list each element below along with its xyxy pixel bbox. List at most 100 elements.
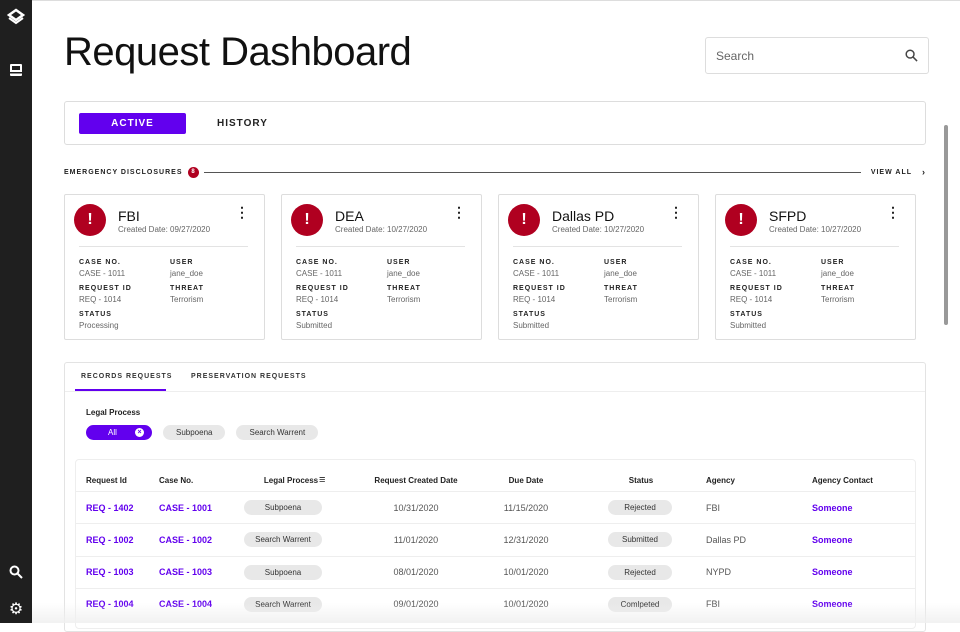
- filter-chip[interactable]: All ×: [86, 425, 152, 440]
- column-header[interactable]: Legal Process: [263, 475, 319, 485]
- req-value: REQ - 1014: [730, 295, 773, 304]
- divider: [730, 246, 899, 247]
- emergency-card[interactable]: ! SFPD Created Date: 10/27/2020 ⋮ CASE N…: [715, 194, 916, 340]
- view-all-link[interactable]: VIEW ALL: [870, 168, 912, 176]
- divider: [296, 246, 465, 247]
- due-date: 12/31/2020: [503, 534, 549, 545]
- top-border: [32, 0, 960, 1]
- emergency-card[interactable]: ! Dallas PD Created Date: 10/27/2020 ⋮ C…: [498, 194, 699, 340]
- clear-icon[interactable]: ×: [135, 428, 144, 437]
- more-vert-icon[interactable]: ⋮: [886, 204, 900, 220]
- status-value: Submitted: [296, 321, 333, 330]
- agency-contact-link[interactable]: Someone: [812, 534, 853, 545]
- tab-records-requests[interactable]: RECORDS REQUESTS: [81, 373, 173, 380]
- agency: NYPD: [706, 567, 732, 578]
- user-value: jane_doe: [604, 269, 637, 278]
- emergency-count-badge: 8: [187, 166, 199, 178]
- status-pill: Submitted: [608, 532, 672, 548]
- agency-name: Dallas PD: [552, 208, 615, 224]
- column-header[interactable]: Request Created Date: [374, 475, 458, 485]
- user-label: USER: [821, 259, 845, 266]
- case-value: CASE - 1011: [296, 269, 343, 278]
- table-row[interactable]: REQ - 1002 CASE - 1002 Search Warrent 11/01…: [76, 523, 915, 555]
- emergency-card[interactable]: ! FBI Created Date: 09/27/2020 ⋮ CASE NO…: [64, 194, 265, 340]
- tab-active[interactable]: ACTIVE: [79, 113, 186, 134]
- status-label: STATUS: [79, 311, 112, 318]
- case-link[interactable]: CASE - 1002: [159, 534, 213, 545]
- gear-icon[interactable]: ⚙: [8, 601, 24, 618]
- threat-label: THREAT: [821, 285, 855, 292]
- case-label: CASE NO.: [79, 259, 121, 266]
- tab-preservation-requests[interactable]: PRESERVATION REQUESTS: [191, 373, 307, 380]
- chip-label: Subpoena: [176, 428, 213, 437]
- status-pill: Rejected: [608, 564, 672, 580]
- user-value: jane_doe: [170, 269, 203, 278]
- table-row[interactable]: REQ - 1402 CASE - 1001 Subpoena 10/31/2020 1…: [76, 491, 915, 523]
- tab-history[interactable]: HISTORY: [217, 118, 268, 129]
- logo-icon[interactable]: [6, 7, 26, 27]
- column-header[interactable]: Agency Contact: [812, 475, 873, 485]
- agency-contact-link[interactable]: Someone: [812, 502, 853, 513]
- req-label: REQUEST ID: [513, 285, 566, 292]
- column-header[interactable]: Due Date: [508, 475, 544, 485]
- scrollbar[interactable]: [944, 125, 948, 325]
- created-date: Created Date: 10/27/2020: [769, 225, 862, 234]
- page-title: Request Dashboard: [64, 30, 412, 74]
- emergency-label: EMERGENCY DISCLOSURES: [64, 168, 183, 176]
- filter-chip[interactable]: Subpoena: [163, 425, 226, 440]
- req-label: REQUEST ID: [730, 285, 783, 292]
- column-header[interactable]: Status: [628, 475, 654, 485]
- legal-process-pill: Subpoena: [244, 500, 322, 515]
- req-value: REQ - 1014: [79, 295, 122, 304]
- divider: [513, 246, 682, 247]
- alert-icon: !: [74, 204, 106, 236]
- column-header[interactable]: Agency: [706, 475, 735, 485]
- agency: FBI: [706, 502, 721, 513]
- more-vert-icon[interactable]: ⋮: [235, 204, 249, 220]
- menu-icon[interactable]: ≡: [319, 474, 326, 486]
- active-tab-indicator: [75, 389, 166, 391]
- threat-value: Terrorism: [387, 295, 421, 304]
- more-vert-icon[interactable]: ⋮: [669, 204, 683, 220]
- legal-process-pill: Search Warrent: [244, 532, 322, 548]
- legal-process-filters: All × Subpoena Search Warrent: [86, 425, 319, 440]
- alert-icon: !: [508, 204, 540, 236]
- status-pill: Rejected: [608, 500, 672, 515]
- status-label: STATUS: [513, 311, 546, 318]
- inbox-icon[interactable]: [6, 60, 26, 80]
- case-label: CASE NO.: [513, 259, 555, 266]
- request-id-link[interactable]: REQ - 1003: [86, 567, 134, 578]
- search-input[interactable]: Search: [705, 37, 929, 74]
- threat-label: THREAT: [387, 285, 421, 292]
- request-id-link[interactable]: REQ - 1402: [86, 502, 134, 513]
- created-date: Created Date: 09/27/2020: [118, 225, 211, 234]
- created-date: 10/31/2020: [393, 502, 439, 513]
- search-icon[interactable]: [6, 562, 26, 582]
- case-link[interactable]: CASE - 1003: [159, 567, 213, 578]
- agency-name: DEA: [335, 208, 364, 224]
- more-vert-icon[interactable]: ⋮: [452, 204, 466, 220]
- request-id-link[interactable]: REQ - 1002: [86, 534, 134, 545]
- emergency-card[interactable]: ! DEA Created Date: 10/27/2020 ⋮ CASE NO…: [281, 194, 482, 340]
- user-label: USER: [170, 259, 194, 266]
- agency-name: FBI: [118, 208, 140, 224]
- user-label: USER: [604, 259, 628, 266]
- search-placeholder: Search: [716, 48, 755, 63]
- threat-label: THREAT: [170, 285, 204, 292]
- filter-chip[interactable]: Search Warrent: [236, 425, 319, 440]
- created-date: 08/01/2020: [393, 567, 439, 578]
- agency-contact-link[interactable]: Someone: [812, 567, 853, 578]
- case-value: CASE - 1011: [730, 269, 777, 278]
- case-link[interactable]: CASE - 1001: [159, 502, 213, 513]
- req-value: REQ - 1014: [513, 295, 556, 304]
- chip-label: All: [108, 428, 117, 437]
- chevron-right-icon[interactable]: ›: [922, 167, 926, 177]
- column-header[interactable]: Request Id: [86, 475, 127, 485]
- threat-label: THREAT: [604, 285, 638, 292]
- search-icon[interactable]: [905, 49, 918, 62]
- table-row[interactable]: REQ - 1003 CASE - 1003 Subpoena 08/01/2020 1…: [76, 555, 915, 588]
- column-header[interactable]: Case No.: [159, 475, 194, 485]
- alert-icon: !: [725, 204, 757, 236]
- status-label: STATUS: [730, 311, 763, 318]
- divider: [203, 171, 861, 173]
